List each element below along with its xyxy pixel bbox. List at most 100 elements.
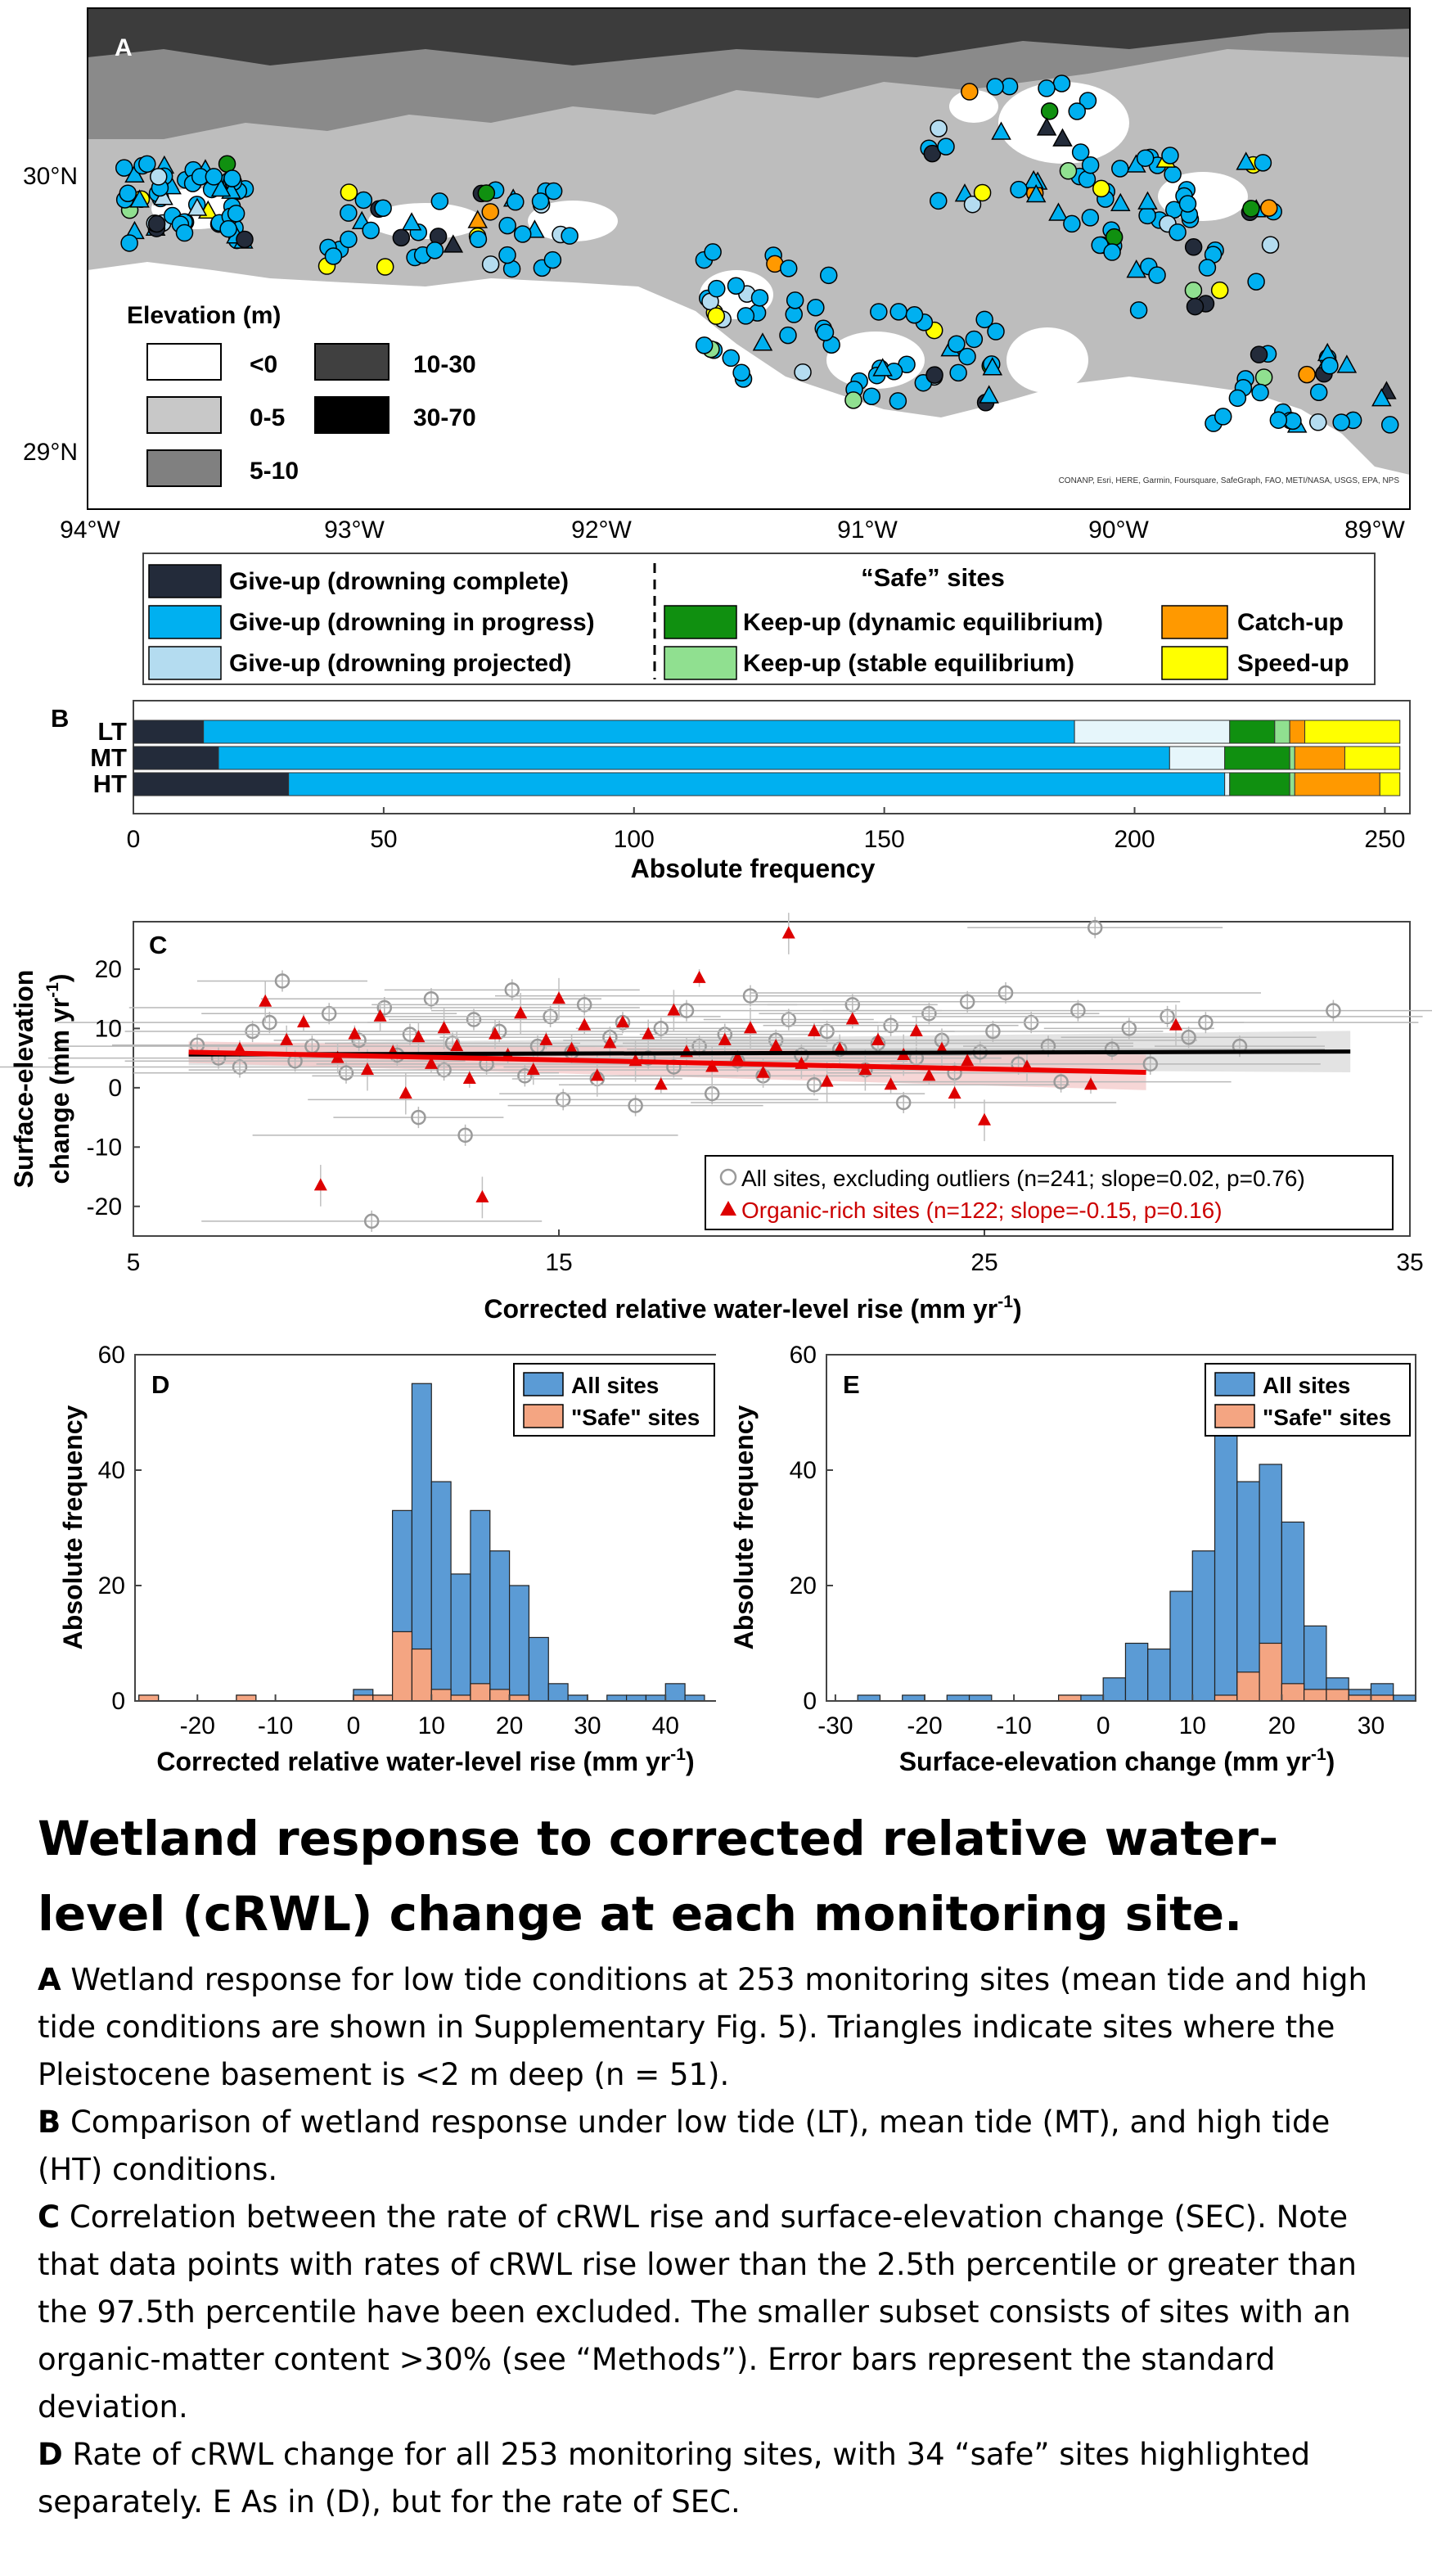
caption-title: Wetland response to corrected relative w… [38,1811,1279,1942]
histogram-bar [684,1694,705,1702]
data-point-organic-rich [820,1074,834,1087]
site-marker-circle [732,363,750,381]
legend-label-dynamic-equilibrium: Keep-up (dynamic equilibrium) [743,609,1103,636]
bar-segment [288,772,1226,796]
x-tick-label: 0 [347,1712,361,1739]
site-marker-circle [362,221,380,240]
scatter-points [0,913,1432,1232]
site-marker-circle [1380,416,1399,434]
site-marker-circle [704,243,722,261]
caption-paragraph-c: C Correlation between the rate of cRWL r… [38,2199,1357,2425]
scatter-x-ticks: 5 15 25 35 [127,1229,1424,1276]
elevation-swatch-10-30 [314,343,390,381]
site-marker-circle [1321,357,1339,375]
histogram-bar [857,1694,881,1702]
data-point-organic-rich [603,1035,617,1049]
site-marker-circle [1081,156,1100,174]
site-marker-circle [119,184,137,202]
data-point-organic-rich [425,1056,438,1069]
site-marker-circle [889,392,907,410]
elevation-swatch-lt0 [146,343,222,381]
legend-swatch-dynamic-equilibrium [664,605,737,639]
site-marker-circle [750,289,769,307]
elevation-label-10-30: 10-30 [413,351,476,378]
hist-e-legend-swatch-safe [1214,1404,1255,1428]
elevation-legend-title: Elevation (m) [127,302,281,329]
site-marker-circle [1242,200,1260,218]
site-marker-circle [354,191,373,210]
y-tick-label: 40 [790,1457,817,1484]
data-point-organic-rich [948,1086,961,1099]
site-marker-circle [736,307,755,325]
data-point-all-sites [262,1014,277,1031]
data-point-organic-rich [1084,1077,1097,1090]
lake-maurepas [949,90,998,123]
data-point-all-sites [1087,919,1103,936]
site-marker-circle [498,216,516,235]
bar-segment [1344,746,1401,770]
site-marker-circle [1161,147,1179,165]
y-tick-label: 60 [98,1342,125,1369]
bar-segment [1274,720,1290,744]
site-marker-circle [205,168,223,186]
data-point-organic-rich [845,1012,859,1025]
site-marker-triangle [991,121,1011,140]
site-marker-circle [727,277,745,295]
site-marker-circle [923,144,942,163]
site-marker-circle [1247,273,1265,291]
histogram-bar [1236,1671,1260,1702]
site-marker-circle [430,192,449,210]
site-marker-circle [963,195,982,214]
panel-label-a: A [115,34,133,61]
histogram-bar [1236,1481,1260,1702]
site-marker-circle [1010,180,1028,199]
data-point-all-sites [338,1065,354,1081]
bar-segment [1229,720,1276,744]
histogram-bar [902,1694,925,1702]
data-point-all-sites [806,1076,822,1093]
x-tick-label: -30 [817,1712,853,1739]
histogram-bar [1304,1689,1327,1702]
y-tick-label: 20 [790,1572,817,1599]
data-point-all-sites [1142,1056,1159,1072]
legend-marker-organic-rich [720,1201,736,1216]
site-marker-triangle [1025,183,1047,203]
y-tick-label: 60 [790,1342,817,1369]
site-marker-circle [1269,411,1288,429]
site-marker-triangle [1052,128,1073,147]
legend-swatch-drowning-projected [148,646,222,680]
histogram-bar [625,1694,647,1702]
data-point-organic-rich [961,1053,975,1067]
site-marker-circle [561,227,579,245]
histogram-bar [528,1636,549,1702]
data-point-all-sites [1181,1030,1196,1045]
scatter-y-label-line1: Surface-elevation [9,970,38,1189]
map-x-tick: 92°W [571,517,632,540]
data-point-organic-rich [313,1178,327,1191]
data-point-organic-rich [1169,1017,1182,1031]
white-lake [368,203,483,239]
bar-segment [1289,720,1306,744]
regression-line [188,1049,1146,1076]
site-marker-circle [1059,162,1078,180]
monitoring-sites [115,74,1399,434]
response-legend: “Safe” sites Give-up (drowning complete)… [142,553,1376,685]
bar-segment [1289,772,1295,796]
histogram-bar [411,1648,432,1702]
data-point-organic-rich [348,1026,362,1040]
site-marker-circle [1081,209,1100,227]
data-point-all-sites [678,1003,695,1018]
hist-e-legend-all: All sites [1263,1373,1350,1398]
data-point-organic-rich [489,1026,502,1040]
hist-e-legend-safe: "Safe" sites [1263,1405,1391,1430]
hist-e-bars [857,1435,1416,1702]
hist-d-legend-all: All sites [571,1373,659,1398]
site-marker-circle [1298,365,1316,384]
data-point-all-sites [466,1012,482,1027]
y-tick-label: 0 [108,1075,122,1102]
data-point-organic-rich [539,1032,553,1045]
data-point-organic-rich [667,1003,681,1016]
site-marker-circle [1260,199,1278,217]
